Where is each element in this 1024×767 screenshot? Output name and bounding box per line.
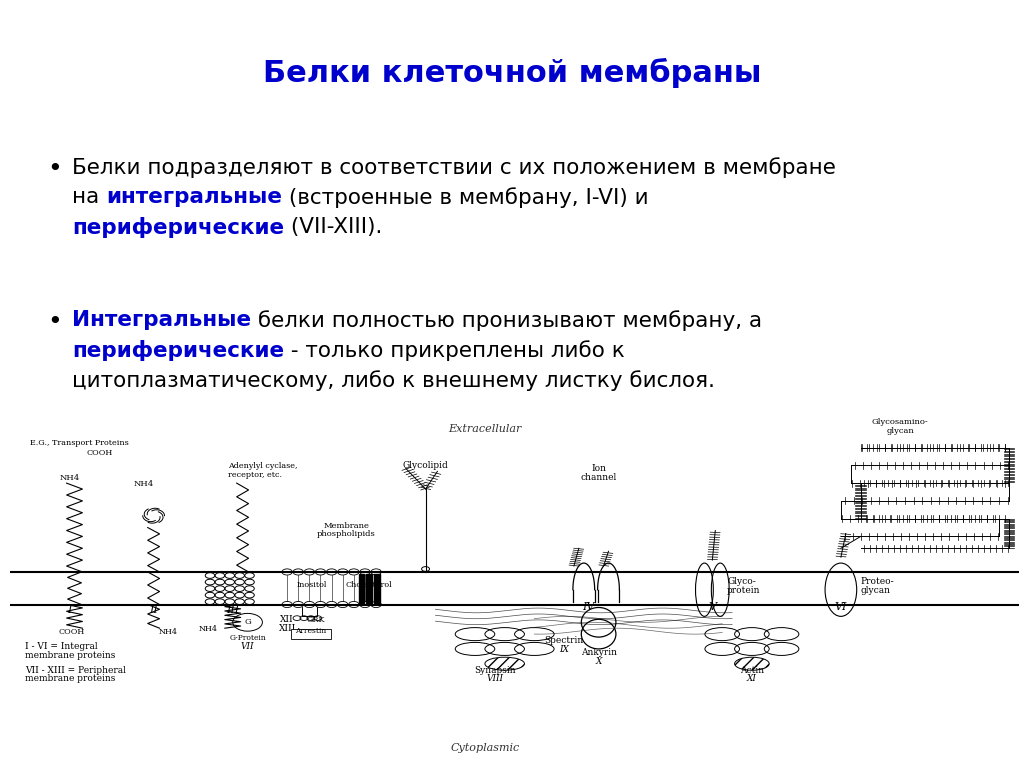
Text: XII: XII [281,615,294,624]
Text: NH4: NH4 [59,474,80,482]
Text: VI: VI [835,602,847,612]
Text: E.G., Transport Proteins: E.G., Transport Proteins [30,439,129,446]
Ellipse shape [734,657,769,670]
Text: III: III [226,605,240,615]
Text: COOH: COOH [58,628,85,636]
Text: Интегральные: Интегральные [72,310,251,330]
Text: XIII: XIII [279,624,296,634]
Text: •: • [47,310,61,334]
Text: VII: VII [241,642,254,651]
Text: периферические: периферические [72,217,284,238]
Text: glycan: glycan [887,426,914,435]
Text: белки полностью пронизывают мембрану, а: белки полностью пронизывают мембрану, а [251,310,762,331]
Text: GRK: GRK [307,616,326,624]
Text: Cholesterol: Cholesterol [346,581,392,589]
Text: NH4: NH4 [133,480,154,488]
Text: Arrestin: Arrestin [295,627,327,635]
Text: - только прикреплены либо к: - только прикреплены либо к [284,340,625,360]
Text: X: X [595,657,602,666]
Text: glycan: glycan [860,586,891,594]
Text: VII - XIII = Peripheral: VII - XIII = Peripheral [25,666,126,675]
Text: Synapsin: Synapsin [474,666,516,675]
Bar [375,574,380,603]
Text: на: на [72,187,106,207]
FancyBboxPatch shape [291,629,331,639]
Text: Glyco-: Glyco- [727,577,756,586]
Text: II: II [150,605,158,615]
Bar [367,574,372,603]
Text: phospholipids: phospholipids [317,531,376,538]
Text: периферические: периферические [72,340,284,361]
Text: NH4: NH4 [199,625,217,634]
Text: IX: IX [559,645,569,654]
Text: (встроенные в мембрану, I-VI) и: (встроенные в мембрану, I-VI) и [283,187,649,208]
Ellipse shape [485,657,524,670]
Text: Ion: Ion [591,464,606,473]
Text: Cytoplasmic: Cytoplasmic [451,742,519,752]
Text: IV: IV [583,602,595,612]
Text: •: • [47,157,61,181]
Text: Inositol: Inositol [297,581,327,589]
Text: цитоплазматическому, либо к внешнему листку бислоя.: цитоплазматическому, либо к внешнему лис… [72,370,715,391]
Text: VIII: VIII [486,674,503,683]
Text: membrane proteins: membrane proteins [25,674,116,683]
Text: Белки подразделяют в соответствии с их положением в мембране: Белки подразделяют в соответствии с их п… [72,157,836,178]
Text: Proteo-: Proteo- [860,577,894,586]
Text: G-Protein: G-Protein [229,634,266,642]
Text: Adenylyl cyclase,: Adenylyl cyclase, [227,463,297,470]
Text: Extracellular: Extracellular [449,424,521,434]
Text: интегральные: интегральные [106,187,283,207]
Text: receptor, etc.: receptor, etc. [227,471,282,479]
Text: G: G [244,618,251,627]
Text: Glycolipid: Glycolipid [402,461,449,470]
Text: Actin: Actin [739,666,764,675]
Text: I - VI = Integral: I - VI = Integral [25,642,97,651]
Text: Spectrin: Spectrin [545,636,584,645]
Text: I: I [68,605,72,615]
Text: Glycosamino-: Glycosamino- [871,418,929,426]
Text: NH4: NH4 [159,628,177,636]
Text: (VII-XIII).: (VII-XIII). [284,217,383,237]
Text: protein: protein [727,586,761,594]
Text: COOH: COOH [86,449,113,456]
Bar [358,574,364,603]
Text: channel: channel [581,473,616,482]
Text: V: V [709,602,717,612]
Text: Ankyrin: Ankyrin [581,648,616,657]
Text: Membrane: Membrane [324,522,370,529]
Text: XI: XI [746,674,757,683]
Text: membrane proteins: membrane proteins [25,651,116,660]
Text: Белки клеточной мембраны: Белки клеточной мембраны [263,58,761,87]
